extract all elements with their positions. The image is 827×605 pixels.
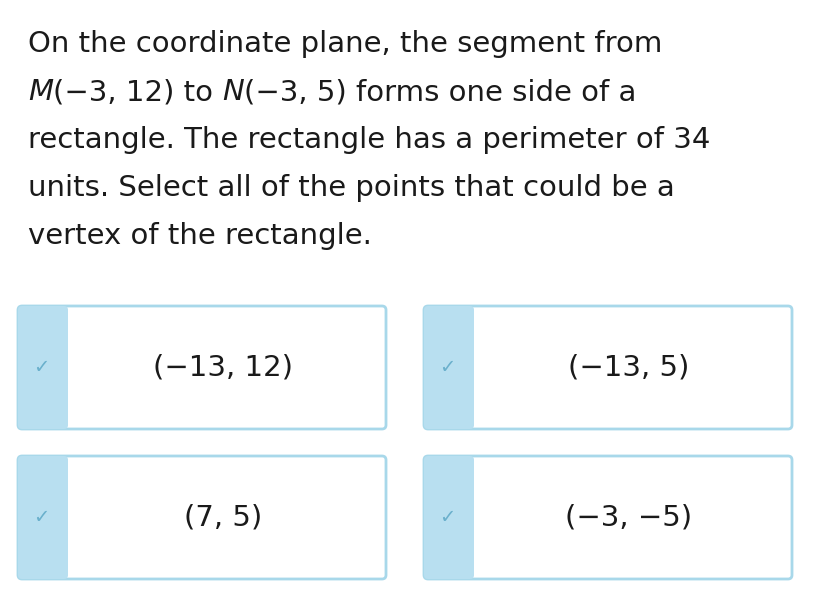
Text: ✓: ✓ — [33, 508, 49, 527]
Text: vertex of the rectangle.: vertex of the rectangle. — [28, 222, 371, 250]
FancyBboxPatch shape — [423, 306, 473, 429]
Text: (−3, 12) to: (−3, 12) to — [53, 78, 222, 106]
FancyBboxPatch shape — [18, 306, 385, 429]
Text: (−13, 5): (−13, 5) — [567, 353, 689, 382]
Text: M: M — [28, 78, 53, 106]
FancyBboxPatch shape — [423, 456, 473, 579]
Text: (−3, −5): (−3, −5) — [565, 503, 691, 532]
FancyBboxPatch shape — [18, 456, 68, 579]
FancyBboxPatch shape — [423, 306, 791, 429]
Text: (−3, 5) forms one side of a: (−3, 5) forms one side of a — [244, 78, 636, 106]
Text: ✓: ✓ — [438, 508, 455, 527]
Text: (−13, 12): (−13, 12) — [153, 353, 293, 382]
Text: rectangle. The rectangle has a perimeter of 34: rectangle. The rectangle has a perimeter… — [28, 126, 710, 154]
Text: N: N — [222, 78, 244, 106]
FancyBboxPatch shape — [18, 306, 68, 429]
FancyBboxPatch shape — [18, 456, 385, 579]
Text: On the coordinate plane, the segment from: On the coordinate plane, the segment fro… — [28, 30, 662, 58]
Text: (7, 5): (7, 5) — [184, 503, 262, 532]
Text: ✓: ✓ — [438, 358, 455, 377]
FancyBboxPatch shape — [423, 456, 791, 579]
Text: units. Select all of the points that could be a: units. Select all of the points that cou… — [28, 174, 674, 202]
Text: ✓: ✓ — [33, 358, 49, 377]
